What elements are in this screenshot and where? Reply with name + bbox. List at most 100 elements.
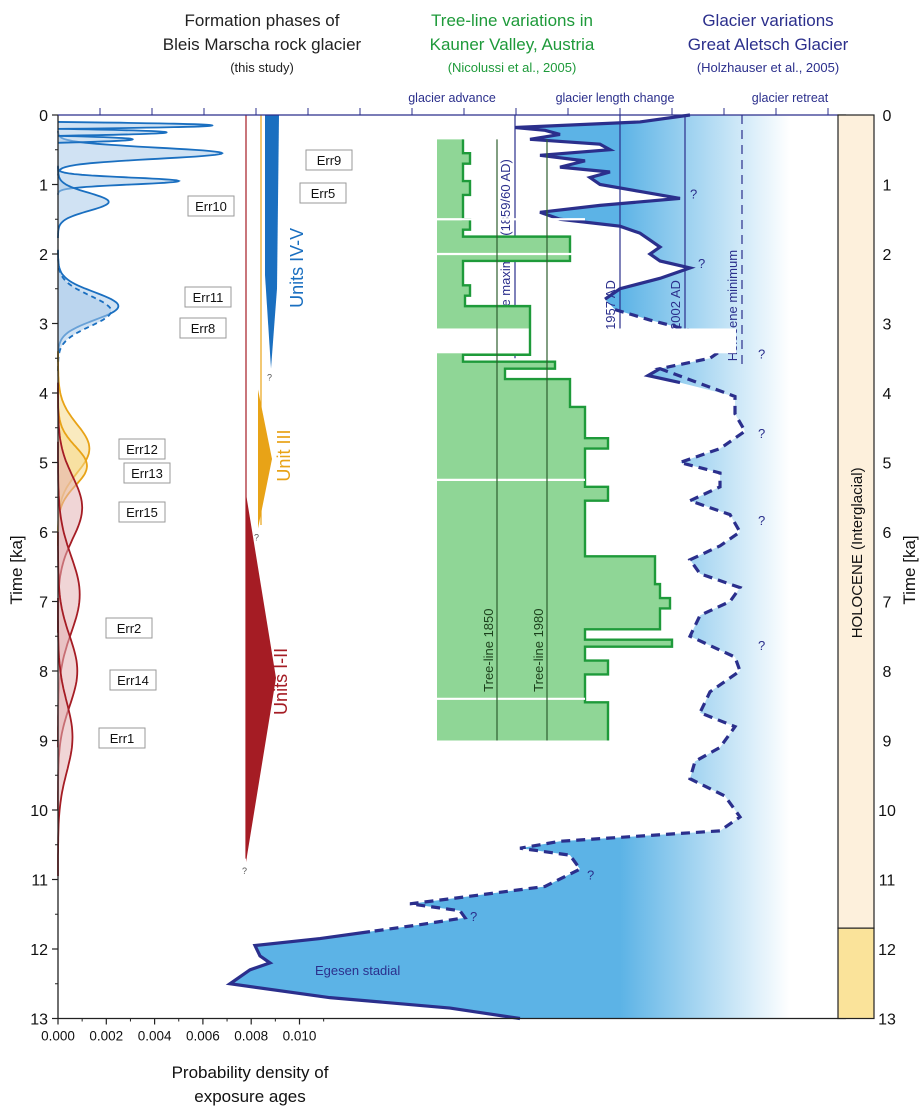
y-tick-label-left: 11 xyxy=(31,873,48,890)
header-glacier-line3: (Holzhauser et al., 2005) xyxy=(697,60,839,75)
header-formation-line3: (this study) xyxy=(230,60,294,75)
unit-label-3: Units I-II xyxy=(271,648,291,715)
glacier-advance-label: glacier advance xyxy=(408,91,496,105)
glacier-retreat-label: glacier retreat xyxy=(752,91,829,105)
pdf-label-err9: Err9 xyxy=(305,149,353,171)
glacier-curve-dashed xyxy=(369,308,748,934)
y-tick-label-left: 6 xyxy=(39,525,48,542)
glacier-ref-label-2: 1957 AD xyxy=(603,280,618,330)
treeline-area xyxy=(437,139,672,741)
glacier-question-7: ? xyxy=(587,868,594,883)
header-formation: Formation phases of Bleis Marscha rock g… xyxy=(163,11,362,75)
treeline-gap xyxy=(436,328,736,354)
header-treeline-line1: Tree-line variations in xyxy=(431,11,593,30)
pdf-label-box xyxy=(118,438,166,460)
pdf-label-err12: Err12 xyxy=(118,438,166,460)
pdf-curve-err8 xyxy=(57,249,113,373)
y-tick-label-left: 9 xyxy=(39,734,48,751)
pdf-layer: Err9 Err5 Err10 Err11 Err8 Err12 Err13 Err15 Err… xyxy=(57,121,353,877)
treeline-ref-label-2: Tree-line 1980 xyxy=(531,608,546,691)
unit-shape-3 xyxy=(246,493,276,863)
glacier-area xyxy=(230,115,860,1019)
glacier-curve-solid xyxy=(225,113,696,1021)
y-tick-label-left: 13 xyxy=(30,1012,48,1029)
pdf-label-box xyxy=(305,149,353,171)
pdf-label-err2: Err2 xyxy=(105,617,153,639)
glacier-ref-label-3: 2002 AD xyxy=(668,280,683,330)
x-tick-label: 0.006 xyxy=(186,1029,220,1044)
y-tick-label-right: 6 xyxy=(883,525,892,542)
pdf-curve-err10 xyxy=(57,165,110,238)
glacier-question-8: ? xyxy=(470,909,477,924)
pdf-label-text: Err9 xyxy=(317,153,342,168)
glacier-layer: Holocene maximum (1859/60 AD)1957 AD2002… xyxy=(225,113,860,1021)
pdf-label-err1: Err1 xyxy=(98,727,146,749)
y-tick-label-left: 7 xyxy=(39,595,48,612)
unit-label-1: Units IV-V xyxy=(287,228,307,308)
pdf-fill-err13 xyxy=(58,388,87,544)
epoch-bar: HOLOCENE (Interglacial) xyxy=(837,114,875,1020)
header-treeline-line3: (Nicolussi et al., 2005) xyxy=(448,60,577,75)
header-glacier-line1: Glacier variations xyxy=(702,11,833,30)
pdf-fill-err15 xyxy=(58,382,83,633)
y-tick-label-right: 9 xyxy=(883,734,892,751)
y-tick-label-left: 12 xyxy=(30,942,48,959)
pdf-label-text: Err14 xyxy=(117,673,149,688)
pdf-label-box xyxy=(184,286,232,308)
glacier-question-3: ? xyxy=(758,346,765,361)
x-tick-label: 0.008 xyxy=(234,1029,268,1044)
pdf-fill-err10 xyxy=(58,165,109,239)
pdf-spike-1 xyxy=(57,121,214,130)
pdf-label-text: Err15 xyxy=(126,505,158,520)
header-formation-line1: Formation phases of xyxy=(185,11,340,30)
glacier-question-2: ? xyxy=(698,256,705,271)
x-tick-label: 0.010 xyxy=(283,1029,317,1044)
pdf-fill-err14 xyxy=(58,532,78,810)
unit-question-1: ? xyxy=(267,373,272,383)
pdf-label-box xyxy=(118,501,166,523)
pdf-label-box xyxy=(105,617,153,639)
pdf-label-text: Err11 xyxy=(193,290,224,305)
pdf-fill-err2 xyxy=(58,441,80,748)
pdf-label-err5: Err5 xyxy=(299,182,347,204)
pdf-label-text: Err2 xyxy=(117,621,142,636)
egesen-label: Egesen stadial xyxy=(315,963,400,978)
glacier-question-1: ? xyxy=(690,186,697,201)
pdf-fill-err8 xyxy=(58,249,112,373)
header-glacier-line2: Great Aletsch Glacier xyxy=(688,35,849,54)
y-tick-label-left: 10 xyxy=(30,803,48,820)
unit-shape-1 xyxy=(265,115,279,369)
pdf-label-box xyxy=(299,182,347,204)
unit-question-2: ? xyxy=(254,533,259,543)
treeline-curve xyxy=(461,139,674,741)
pdf-fill-err1 xyxy=(58,598,73,877)
pdf-fill-err9 xyxy=(58,130,223,176)
header-treeline: Tree-line variations in Kauner Valley, A… xyxy=(430,11,595,75)
pdf-label-err11: Err11 xyxy=(184,286,232,308)
y-tick-label-right: 4 xyxy=(883,386,892,403)
x-tick-label: 0.002 xyxy=(89,1029,123,1044)
header-glacier: Glacier variations Great Aletsch Glacier… xyxy=(688,11,849,75)
glacier-question-4: ? xyxy=(758,426,765,441)
holocene-label: HOLOCENE (Interglacial) xyxy=(849,467,866,638)
pleistocene-bar xyxy=(837,927,875,1020)
y-tick-label-left: 5 xyxy=(39,456,48,473)
y-tick-label-right: 2 xyxy=(883,247,892,264)
pdf-label-err14: Err14 xyxy=(109,669,157,691)
pdf-label-box xyxy=(109,669,157,691)
x-tick-label: 0.004 xyxy=(138,1029,172,1044)
pdf-label-text: Err10 xyxy=(195,199,227,214)
y-axis-label-left: Time [ka] xyxy=(7,535,26,604)
pdf-label-box xyxy=(123,462,171,484)
y-tick-label-right: 3 xyxy=(883,317,892,334)
header-treeline-line2: Kauner Valley, Austria xyxy=(430,35,595,54)
x-axis-label-line2: exposure ages xyxy=(194,1087,306,1106)
y-tick-label-left: 0 xyxy=(39,108,48,125)
unit-shape-2 xyxy=(258,389,272,529)
treeline-layer: Tree-line 1850 Tree-line 1980 xyxy=(436,139,736,741)
header-formation-line2: Bleis Marscha rock glacier xyxy=(163,35,362,54)
y-tick-label-right: 11 xyxy=(879,873,896,890)
unit-label-2: Unit III xyxy=(274,430,294,482)
